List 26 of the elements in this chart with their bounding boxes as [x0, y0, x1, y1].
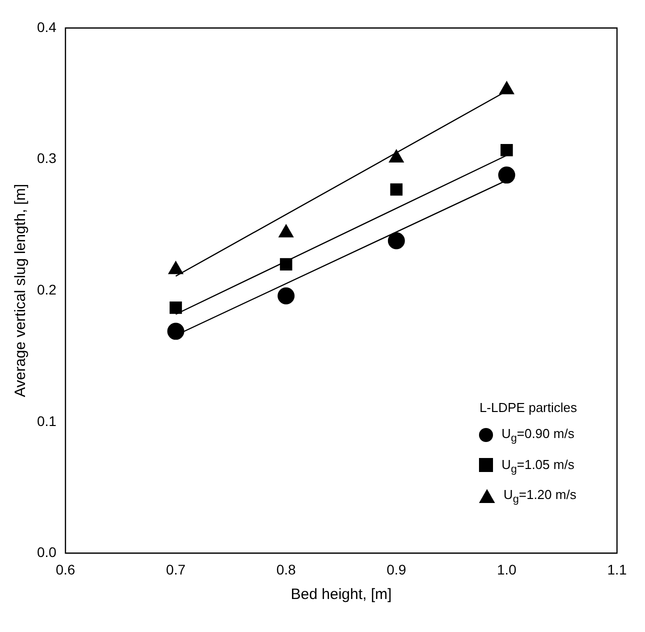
x-axis-title: Bed height, [m]	[290, 586, 392, 604]
x-tick-label: 0.7	[166, 561, 186, 578]
point	[280, 258, 292, 270]
point	[388, 232, 405, 250]
x-tick-label: 1.1	[607, 561, 627, 578]
point	[170, 302, 182, 314]
y-tick-label: 0.3	[36, 150, 57, 166]
legend-label: U$_{g}$=1.05 m/s	[501, 456, 574, 476]
legend-label: U$_{g}$=0.90 m/s	[501, 426, 574, 445]
y-tick-label: 0.1	[36, 412, 57, 429]
point	[498, 166, 516, 184]
x-tick-label: 0.9	[386, 561, 406, 578]
x-tick-label: 1.0	[496, 561, 517, 578]
y-tick-label: 0.4	[36, 18, 57, 35]
point	[390, 183, 403, 196]
y-tick-label: 0.2	[36, 281, 57, 298]
y-tick-label: 0.0	[36, 544, 57, 560]
point	[167, 322, 184, 340]
legend-title: L-LDPE particles	[479, 399, 577, 418]
point	[500, 144, 513, 156]
legend-label: U$_{g}$=1.20 m/s	[503, 487, 576, 506]
point	[278, 287, 295, 304]
x-tick-label: 0.6	[56, 561, 76, 578]
y-axis-title: Average vertical slug length, [m]	[12, 184, 30, 398]
x-tick-label: 0.8	[276, 561, 296, 578]
point	[499, 81, 514, 94]
